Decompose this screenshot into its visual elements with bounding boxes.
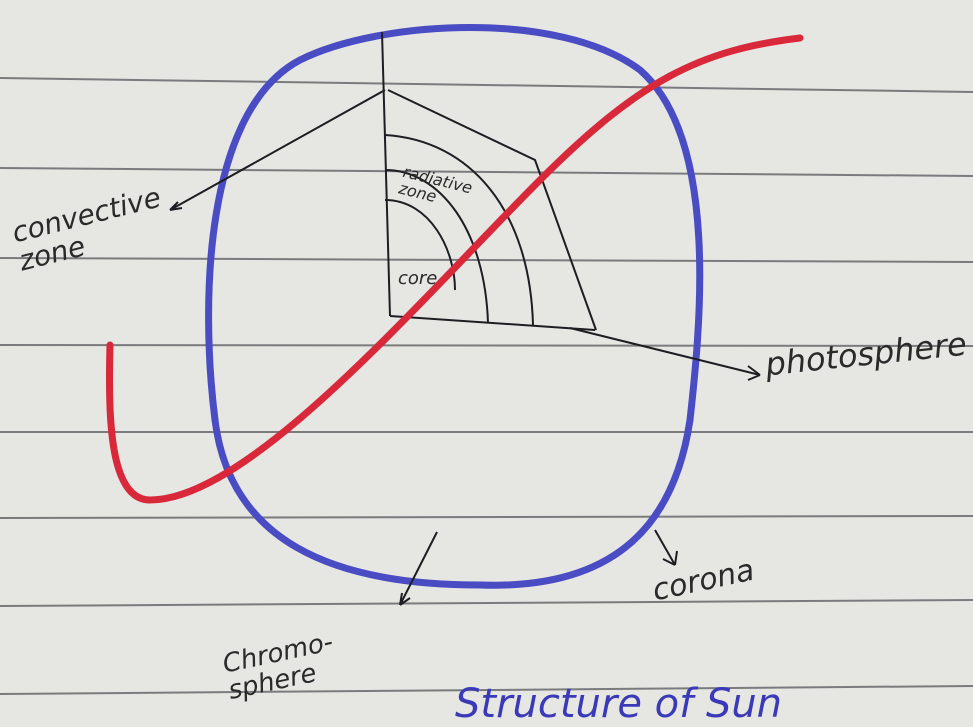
sun-outline — [209, 28, 700, 586]
paper-lines — [0, 78, 973, 694]
title: Structure of Sun — [455, 683, 782, 725]
page: {"title": "Structure of Sun", "labels": … — [0, 0, 973, 720]
label: core — [398, 270, 437, 289]
